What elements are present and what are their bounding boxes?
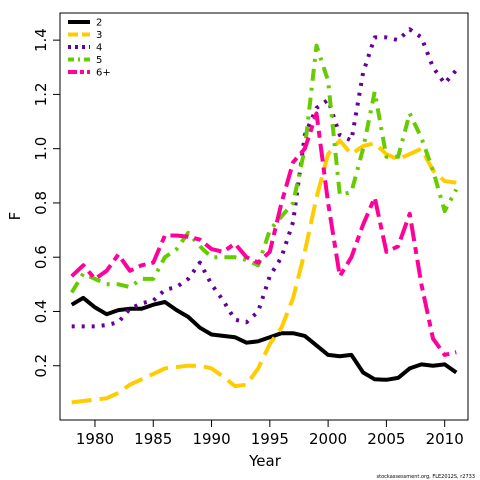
series-line-2 bbox=[70, 295, 458, 382]
legend-label-6plus: 6+ bbox=[96, 68, 111, 79]
y-tick-label: 1.4 bbox=[32, 28, 50, 52]
series-line-4 bbox=[71, 27, 458, 329]
x-tick-label: 2005 bbox=[367, 430, 405, 448]
x-axis-title: Year bbox=[248, 452, 282, 470]
x-tick-label: 2010 bbox=[426, 430, 464, 448]
plot-frame bbox=[59, 12, 469, 421]
legend-label-2: 2 bbox=[96, 18, 102, 29]
x-tick-label: 1985 bbox=[134, 430, 172, 448]
footnote: stockassessment.org, FLE2012S, r2733 bbox=[377, 474, 475, 480]
legend-label-5: 5 bbox=[96, 55, 102, 66]
x-tick-label: 1980 bbox=[76, 430, 114, 448]
legend: 23 45 6+ bbox=[68, 18, 111, 79]
series-line-3 bbox=[71, 138, 457, 405]
y-tick-label: 0.4 bbox=[32, 300, 50, 324]
y-tick-label: 0.8 bbox=[32, 191, 50, 215]
x-tick-label: 1995 bbox=[251, 430, 289, 448]
legend-label-3: 3 bbox=[96, 30, 102, 41]
y-tick-label: 1.2 bbox=[32, 82, 50, 106]
y-axis-title: F bbox=[6, 212, 24, 221]
series-line-5 bbox=[69, 43, 459, 294]
axis-layer: 1980 1985 1990 1995 2000 2005 2010 0.2 0.4 0.6 0.8… bbox=[32, 12, 469, 448]
y-tick-label: 1.0 bbox=[32, 137, 50, 161]
x-tick-label: 1990 bbox=[192, 430, 230, 448]
legend-label-4: 4 bbox=[96, 43, 102, 54]
y-tick-label: 0.2 bbox=[32, 354, 50, 378]
plot-layer bbox=[69, 27, 459, 405]
x-tick-label: 2000 bbox=[309, 430, 347, 448]
y-tick-label: 0.6 bbox=[32, 245, 50, 269]
